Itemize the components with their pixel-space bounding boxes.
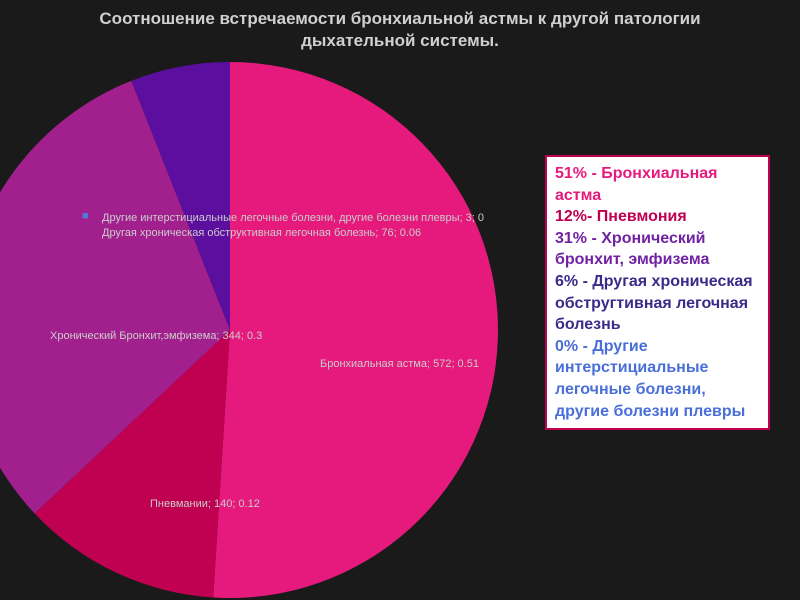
pie-chart-area: ■ Бронхиальная астма; 572; 0.51 Пневмании… (0, 60, 500, 600)
pie-data-label: Другие интерстициальные легочные болезни… (102, 212, 484, 224)
pie-data-label: Хронический Бронхит,эмфизема; 344; 0.3 (50, 330, 262, 342)
legend-item: 51% - Бронхиальная астма (555, 163, 760, 206)
legend-box: 51% - Бронхиальная астма12%- Пневмония31… (545, 155, 770, 430)
pie-data-label: Бронхиальная астма; 572; 0.51 (320, 358, 479, 370)
legend-item: 0% - Другие интерстициальные легочные бо… (555, 336, 760, 422)
pie-data-label: Другая хроническая обструктивная легочна… (102, 227, 421, 239)
chart-title: Соотношение встречаемости бронхиальной а… (80, 8, 720, 52)
legend-item: 6% - Другая хроническая обстругтивная ле… (555, 271, 760, 336)
legend-item: 12%- Пневмония (555, 206, 760, 228)
legend-marker-icon: ■ (82, 210, 89, 222)
legend-item: 31% - Хронический бронхит, эмфизема (555, 228, 760, 271)
pie-data-label: Пневмании; 140; 0.12 (150, 498, 260, 510)
